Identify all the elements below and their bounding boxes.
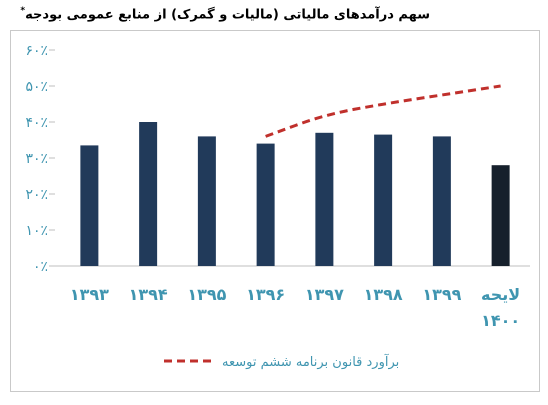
x-tick-label: ۱۳۹۸	[364, 285, 403, 304]
chart-frame	[10, 30, 540, 392]
bar	[315, 132, 334, 266]
bar	[80, 145, 99, 266]
x-tick-label: لایحه	[481, 285, 520, 304]
x-tick-label: ۱۴۰۰	[481, 311, 520, 330]
bar	[139, 122, 158, 266]
y-tick-label: ۵۰٪	[25, 79, 48, 95]
bar	[491, 165, 510, 266]
y-tick-label: ۴۰٪	[25, 115, 48, 131]
x-tick-label: ۱۳۹۶	[246, 285, 285, 304]
chart-title-text: سهم درآمدهای مالیاتی (مالیات و گمرک) از …	[25, 7, 430, 23]
x-tick-label: ۱۳۹۹	[422, 285, 461, 304]
bar	[197, 136, 216, 266]
chart-title-mark: *	[20, 6, 26, 16]
chart-title: سهم درآمدهای مالیاتی (مالیات و گمرک) از …	[20, 6, 430, 22]
x-tick-label: ۱۳۹۵	[187, 285, 226, 304]
bar	[432, 136, 451, 266]
y-tick-label: ۰٪	[33, 259, 48, 275]
x-tick-label: ۱۳۹۷	[305, 285, 344, 304]
bar	[256, 143, 275, 266]
x-tick-label: ۱۳۹۴	[129, 285, 168, 304]
y-tick-label: ۲۰٪	[25, 187, 48, 203]
y-tick-label: ۶۰٪	[25, 43, 48, 59]
legend-label: برآورد قانون برنامه ششم توسعه	[222, 353, 399, 370]
y-tick-label: ۳۰٪	[25, 151, 48, 167]
x-tick-label: ۱۳۹۳	[70, 285, 109, 304]
projection-line	[265, 84, 501, 138]
y-tick-label: ۱۰٪	[25, 223, 48, 239]
bar	[374, 134, 393, 266]
